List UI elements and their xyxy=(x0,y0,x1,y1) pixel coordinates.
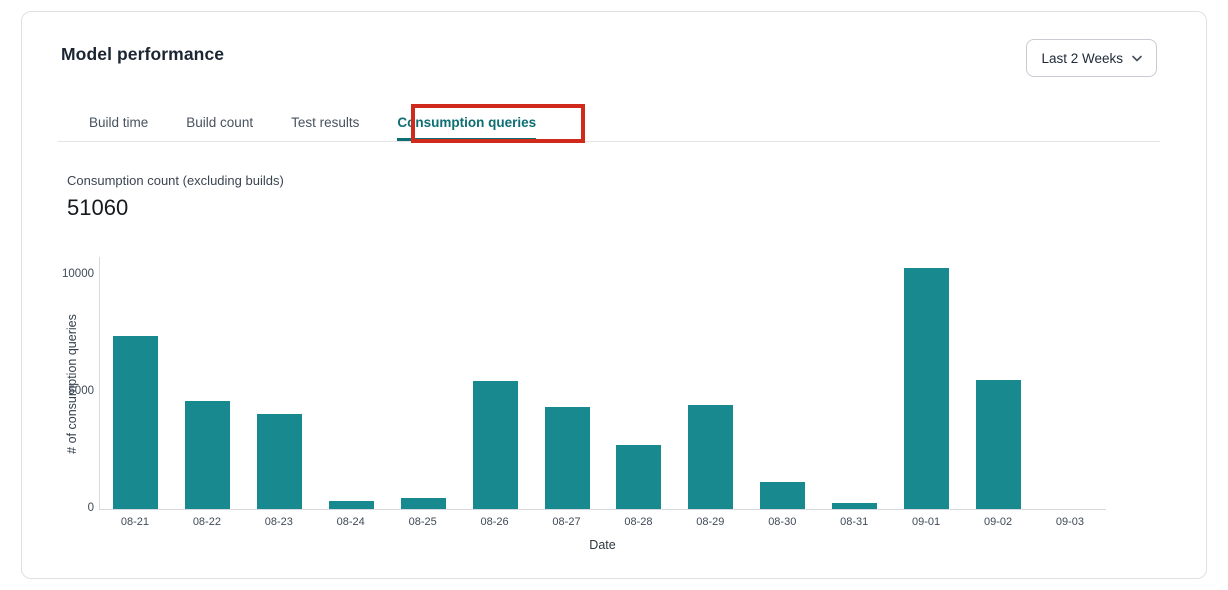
bar-08-22[interactable] xyxy=(185,401,231,509)
metric-value: 51060 xyxy=(67,195,129,220)
bar-08-29[interactable] xyxy=(688,405,734,509)
metric-block: Consumption count (excluding builds) 510… xyxy=(67,173,284,221)
bar-slot xyxy=(747,257,819,509)
x-tick-label: 08-29 xyxy=(696,516,725,528)
bar-slot xyxy=(531,257,603,509)
x-tick-label: 09-01 xyxy=(912,516,941,528)
tab-build-time[interactable]: Build time xyxy=(89,114,149,130)
x-tick-label: 08-23 xyxy=(264,516,293,528)
x-tick-label: 08-21 xyxy=(120,516,150,528)
consumption-queries-bar-chart: # of consumption queries 08-21 08-22 08-23… xyxy=(58,253,1138,563)
bar-slot xyxy=(459,257,531,509)
bar-slot xyxy=(890,257,962,509)
bar-08-23[interactable] xyxy=(257,414,303,509)
bar-08-25[interactable] xyxy=(400,498,446,509)
bar-08-28[interactable] xyxy=(616,445,662,509)
bar-slot xyxy=(962,257,1034,509)
x-tick-label: 08-30 xyxy=(768,516,797,528)
page-title: Model performance xyxy=(61,44,225,64)
bar-slot xyxy=(316,257,388,509)
bar-08-21[interactable] xyxy=(113,336,159,509)
x-tick-label: 08-26 xyxy=(480,516,509,528)
time-range-value: Last 2 Weeks xyxy=(1041,50,1123,66)
x-tick-label: 09-02 xyxy=(983,516,1013,528)
tab-consumption-queries[interactable]: Consumption queries xyxy=(397,104,537,141)
bar-08-26[interactable] xyxy=(472,381,518,509)
y-tick-label: 10000 xyxy=(62,268,94,280)
x-tick-label: 08-27 xyxy=(552,516,581,528)
bar-slot xyxy=(675,257,747,509)
x-axis-label: Date xyxy=(589,538,616,552)
metric-label: Consumption count (excluding builds) xyxy=(67,173,284,188)
bar-08-24[interactable] xyxy=(329,501,374,509)
x-tick-label: 08-28 xyxy=(624,516,653,528)
x-tick-label: 08-22 xyxy=(192,516,221,528)
y-tick-label: 5000 xyxy=(68,385,94,397)
model-performance-card: Model performance Last 2 Weeks Build tim… xyxy=(21,11,1207,579)
time-range-selector[interactable]: Last 2 Weeks xyxy=(1026,39,1157,77)
x-tick-label: 08-25 xyxy=(408,516,437,528)
bar-09-02[interactable] xyxy=(975,380,1021,509)
tab-test-results[interactable]: Test results xyxy=(291,114,360,130)
bar-slot xyxy=(100,257,172,509)
plot-area xyxy=(99,257,1106,510)
bar-slot xyxy=(387,257,459,509)
bar-slot xyxy=(819,257,891,509)
bar-09-01[interactable] xyxy=(903,268,949,509)
bar-08-30[interactable] xyxy=(760,482,806,509)
chevron-down-icon xyxy=(1132,55,1142,62)
bar-slot xyxy=(1034,257,1106,509)
bar-slot xyxy=(603,257,675,509)
y-axis-label: # of consumption queries xyxy=(65,314,79,454)
bar-slot xyxy=(172,257,244,509)
y-tick-label: 0 xyxy=(87,502,94,514)
bar-slot xyxy=(244,257,316,509)
x-axis-ticks: 08-21 08-22 08-23 08-24 08-25 08-26 08-27 08-28… xyxy=(99,516,1106,528)
bar-08-31[interactable] xyxy=(832,503,878,509)
bar-08-27[interactable] xyxy=(544,407,590,509)
tab-bar: Build time Build count Test results Cons… xyxy=(58,104,1160,142)
x-tick-label: 09-03 xyxy=(1055,516,1085,528)
x-tick-label: 08-24 xyxy=(336,516,365,528)
x-tick-label: 08-31 xyxy=(840,516,869,528)
tab-build-count[interactable]: Build count xyxy=(186,114,254,130)
